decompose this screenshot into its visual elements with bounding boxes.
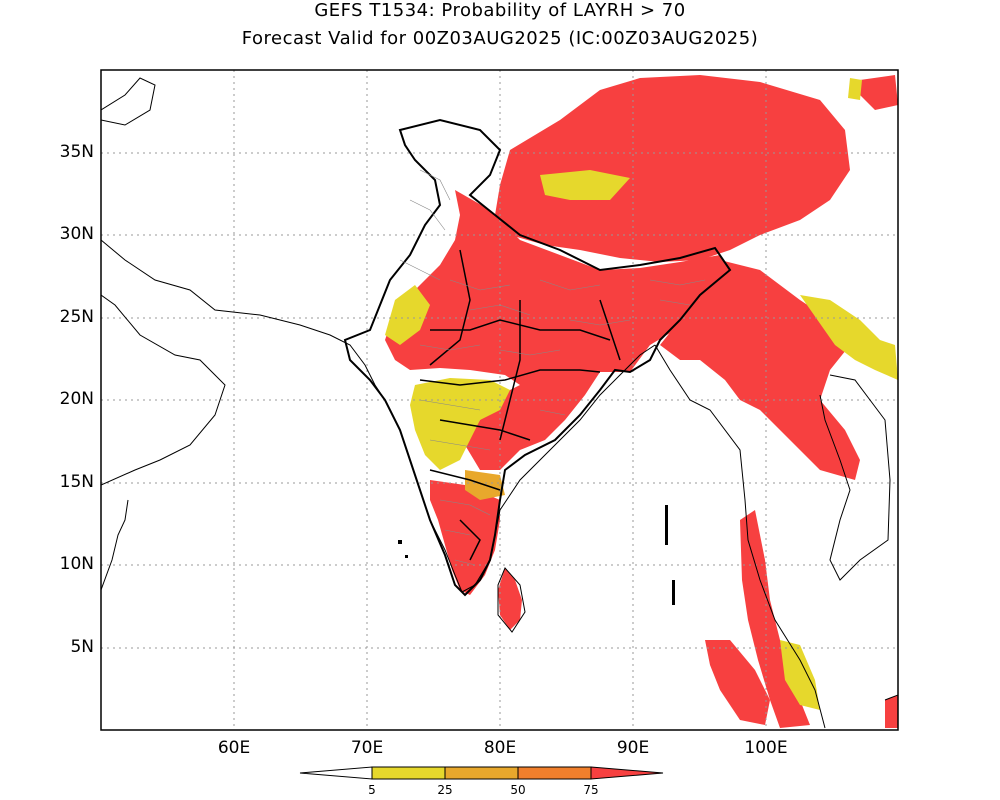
lat-label-15n: 15N xyxy=(59,472,94,492)
lat-label-10n: 10N xyxy=(59,554,94,574)
lon-label-90e: 90E xyxy=(616,738,650,758)
nicobar-island xyxy=(672,580,675,605)
coastline-somalia xyxy=(101,499,129,591)
plot-frame xyxy=(100,69,899,731)
state-boundary-2 xyxy=(419,369,601,386)
colorbar-seg-4 xyxy=(590,766,664,780)
lat-label-35n: 35N xyxy=(59,142,94,162)
shade-tibet xyxy=(495,75,850,262)
shade-india-south xyxy=(430,480,500,595)
lat-label-5n: 5N xyxy=(70,637,94,657)
lat-label-25n: 25N xyxy=(59,307,94,327)
state-boundary-6 xyxy=(429,249,471,366)
shade-srilanka xyxy=(498,568,522,630)
shade-india-yellow-west xyxy=(385,285,430,345)
colorbar-label-25: 25 xyxy=(437,783,453,797)
colorbar-seg-0 xyxy=(299,766,373,780)
colorbar-label-5: 5 xyxy=(368,783,376,797)
shade-myanmar-yellow xyxy=(800,295,898,380)
shade-myanmar xyxy=(660,260,860,480)
islands xyxy=(398,505,675,605)
coastline-myanmar xyxy=(654,344,826,729)
lon-label-70e: 70E xyxy=(350,738,384,758)
colorbar xyxy=(299,766,664,780)
lon-label-100e: 100E xyxy=(744,738,788,758)
colorbar-seg-1 xyxy=(371,766,446,780)
lat-label-30n: 30N xyxy=(59,224,94,244)
district-boundaries xyxy=(399,169,706,566)
colorbar-label-50: 50 xyxy=(510,783,526,797)
shade-tibet-yellow xyxy=(540,170,630,200)
shade-malaya-yellow xyxy=(780,640,820,710)
gridlines xyxy=(101,70,897,730)
map-title: GEFS T1534: Probability of LAYRH > 70 xyxy=(314,0,686,21)
shade-ne-corner xyxy=(860,75,898,110)
lat-label-20n: 20N xyxy=(59,389,94,409)
state-boundary-4 xyxy=(429,469,501,491)
lon-label-80e: 80E xyxy=(483,738,517,758)
coastline-gulf xyxy=(101,239,386,401)
state-boundary-7 xyxy=(599,299,621,361)
shade-andaman xyxy=(740,510,810,728)
state-boundary-8 xyxy=(459,519,481,561)
coastline-indochina xyxy=(819,374,891,581)
andaman-island xyxy=(665,505,668,545)
colorbar-seg-2 xyxy=(444,766,519,780)
coastline-arabia xyxy=(101,77,156,126)
india-outline xyxy=(343,118,732,597)
shade-borneo xyxy=(885,695,898,728)
coastline-borneo xyxy=(884,694,898,730)
colorbar-seg-3 xyxy=(517,766,592,780)
coastline-oman xyxy=(101,294,226,486)
india-boundary xyxy=(343,118,732,597)
shade-malaya xyxy=(705,640,770,725)
state-boundary-3 xyxy=(439,419,531,441)
coastline-srilanka xyxy=(497,567,526,633)
map-subtitle: Forecast Valid for 00Z03AUG2025 (IC:00Z0… xyxy=(241,28,759,49)
lon-label-60e: 60E xyxy=(217,738,251,758)
state-boundary-5 xyxy=(499,300,521,441)
shade-ne-yellow xyxy=(848,78,862,100)
colorbar-label-75: 75 xyxy=(583,783,599,797)
